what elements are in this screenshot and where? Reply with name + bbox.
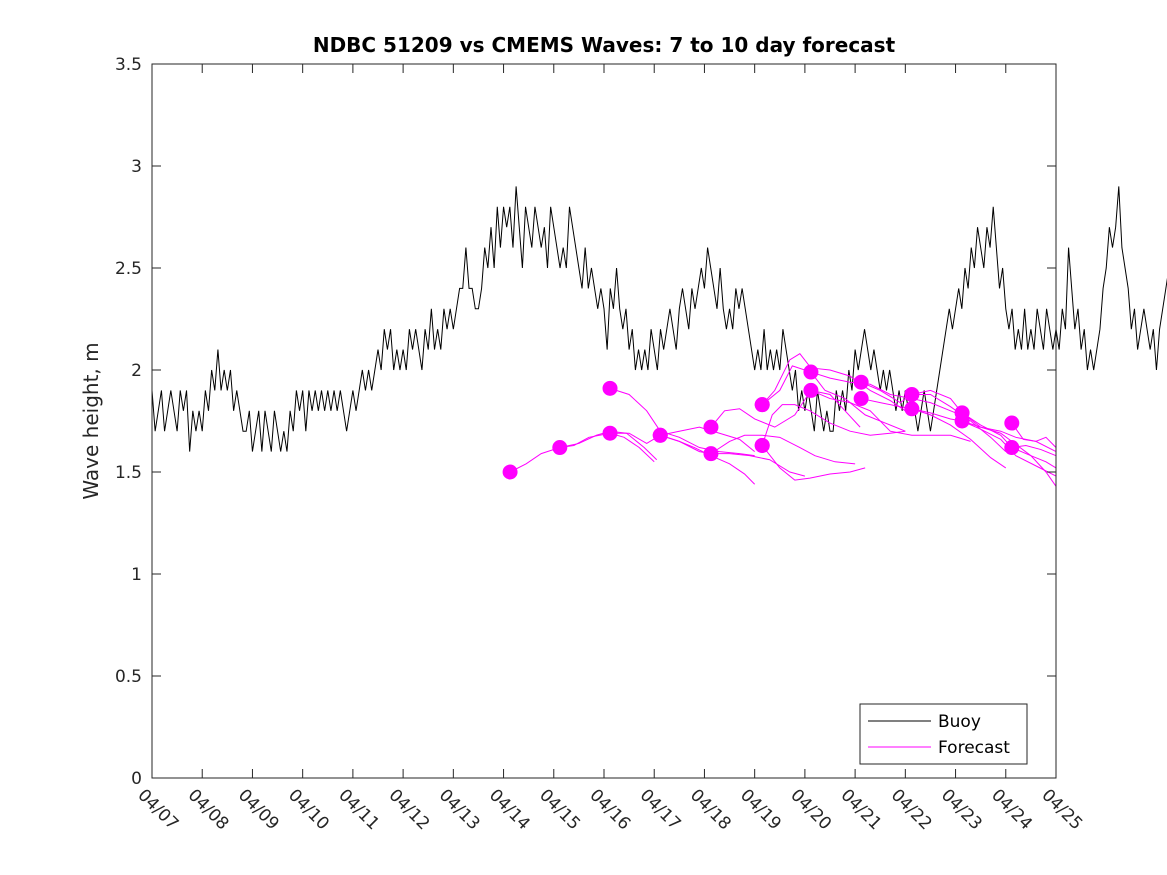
legend-forecast-label: Forecast: [938, 738, 1010, 758]
forecast-line: [911, 408, 1057, 477]
forecast-line: [810, 389, 971, 442]
forecast-line: [860, 381, 1007, 452]
y-axis-label: Wave height, m: [79, 342, 103, 499]
buoy-line: [151, 186, 1167, 452]
forecast-start-marker: [803, 364, 819, 380]
forecast-line: [861, 398, 1007, 469]
y-tick-label: 1.5: [115, 463, 142, 483]
forecast-start-marker: [552, 440, 568, 456]
forecast-line: [509, 432, 655, 473]
forecast-start-marker: [1004, 440, 1020, 456]
forecast-line: [710, 389, 861, 428]
forecast-line: [761, 445, 866, 481]
forecast-line: [610, 426, 755, 452]
forecast-line: [761, 365, 906, 432]
forecast-start-marker: [602, 425, 618, 441]
forecast-start-marker: [954, 413, 970, 429]
forecast-start-marker: [502, 464, 518, 480]
forecast-series: [502, 353, 1057, 487]
forecast-start-marker: [703, 446, 719, 462]
forecast-start-marker: [602, 380, 618, 396]
y-ticks: 0 0.5 1 1.5 2 2.5 3 3.5: [115, 55, 1056, 789]
y-tick-label: 2.5: [115, 259, 142, 279]
legend: Buoy Forecast: [859, 703, 1028, 765]
forecast-start-marker: [904, 386, 920, 402]
y-tick-label: 3: [131, 157, 142, 177]
plot-area: [152, 64, 1056, 778]
forecast-start-marker: [803, 382, 819, 398]
y-tick-label: 1: [131, 565, 142, 585]
forecast-start-marker: [853, 374, 869, 390]
y-tick-label: 0.5: [115, 667, 142, 687]
y-tick-label: 2: [131, 361, 142, 381]
forecast-start-marker: [904, 401, 920, 417]
forecast-start-marker: [853, 391, 869, 407]
forecast-start-marker: [652, 427, 668, 443]
y-tick-label: 3.5: [115, 55, 142, 75]
forecast-line: [609, 387, 755, 457]
forecast-line: [810, 371, 966, 418]
forecast-line: [761, 404, 906, 446]
forecast-line: [660, 434, 806, 477]
forecast-line: [1011, 422, 1057, 448]
chart-title: NDBC 51209 vs CMEMS Waves: 7 to 10 day f…: [313, 33, 896, 57]
forecast-line: [761, 353, 906, 412]
y-tick-label: 0: [131, 769, 142, 789]
legend-box: [859, 703, 1028, 765]
legend-buoy-label: Buoy: [938, 712, 981, 732]
buoy-series: [151, 186, 1167, 452]
forecast-start-marker: [754, 437, 770, 453]
forecast-start-marker: [754, 397, 770, 413]
forecast-line: [710, 434, 856, 465]
forecast-start-marker: [703, 419, 719, 435]
forecast-start-marker: [1004, 415, 1020, 431]
